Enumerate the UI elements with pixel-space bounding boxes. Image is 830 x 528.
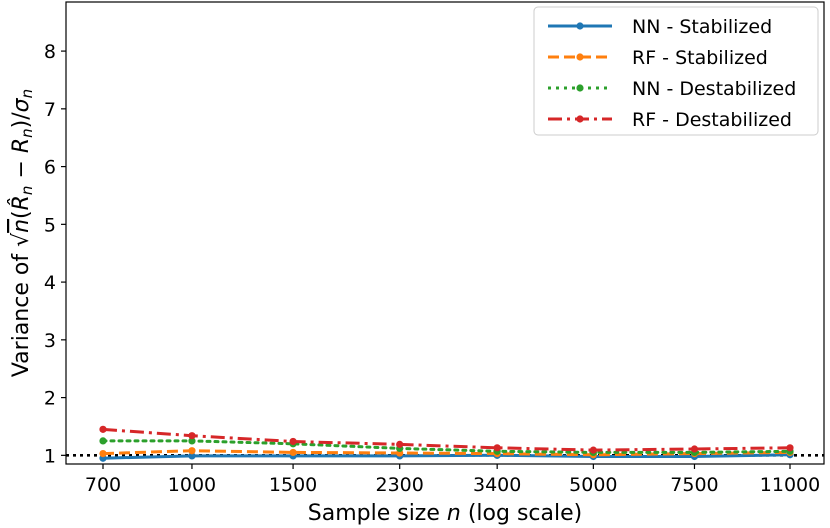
series-line	[102, 427, 791, 452]
legend-item: RF - Destabilized	[548, 109, 792, 131]
data-point	[289, 437, 297, 446]
legend-item: NN - Stabilized	[548, 16, 772, 38]
x-axis-label-suffix: (log scale)	[461, 501, 582, 526]
x-tick-label: 5000	[569, 474, 617, 496]
series-line	[101, 439, 792, 454]
legend: NN - Stabilized RF - Stabilized NN - Desta…	[533, 6, 819, 136]
legend-item: NN - Destabilized	[548, 78, 796, 100]
legend-label: NN - Destabilized	[632, 78, 796, 100]
y-axis: 1 2 3 4 5 6 7 8	[44, 41, 66, 467]
y-tick-label: 4	[44, 272, 56, 294]
legend-label: RF - Stabilized	[632, 47, 768, 69]
y-axis-label-sub1: n	[18, 186, 36, 196]
data-point	[396, 440, 404, 448]
y-axis-label-sigma: σ	[9, 97, 34, 112]
x-tick-label: 1000	[168, 474, 216, 496]
data-point	[188, 432, 196, 440]
y-tick-label: 8	[44, 41, 56, 63]
legend-marker	[576, 22, 584, 30]
data-point	[493, 444, 501, 452]
y-axis-label-n: n	[9, 219, 34, 233]
x-tick-label: 2300	[376, 474, 424, 496]
plot-frame	[65, 1, 825, 465]
plot-area	[65, 1, 825, 465]
y-tick-label: 7	[44, 99, 56, 121]
data-point	[99, 450, 107, 458]
legend-marker	[576, 115, 584, 123]
y-tick-label: 2	[44, 388, 56, 410]
x-axis: 700 1000 1500 2300 3400 5000 7500 11000	[85, 464, 820, 496]
y-axis-label: Variance of √n(R̂n − Rn)/σn	[8, 89, 36, 377]
y-axis-label-sub2: n	[18, 128, 36, 138]
y-axis-label-rhat: R̂	[8, 195, 34, 210]
series-layer	[99, 425, 794, 462]
series-line	[102, 453, 791, 460]
legend-label: RF - Destabilized	[632, 109, 792, 131]
data-point	[188, 437, 196, 445]
legend-marker	[576, 53, 584, 61]
data-point	[786, 444, 794, 452]
y-axis-label-paren: (	[9, 210, 34, 219]
x-axis-label-prefix: Sample size	[308, 501, 447, 526]
data-point	[188, 447, 196, 455]
x-tick-label: 700	[85, 474, 121, 496]
y-tick-label: 5	[44, 214, 56, 236]
y-tick-label: 1	[44, 445, 56, 467]
data-point	[589, 446, 597, 454]
legend-marker	[576, 84, 584, 92]
data-point	[99, 437, 107, 445]
x-axis-label: Sample size n (log scale)	[308, 501, 582, 526]
x-tick-label: 7500	[670, 474, 718, 496]
data-point	[188, 452, 196, 460]
legend-box	[533, 6, 819, 136]
x-tick-label: 11000	[760, 474, 820, 496]
y-axis-label-close: )/	[9, 112, 34, 129]
series-line	[102, 449, 791, 457]
y-tick-label: 3	[44, 330, 56, 352]
data-point	[99, 425, 107, 433]
x-tick-label: 3400	[473, 474, 521, 496]
x-tick-label: 1500	[269, 474, 317, 496]
y-axis-label-group: Variance of √n(R̂n − Rn)/σn	[8, 89, 36, 377]
y-axis-label-r: R	[9, 138, 34, 153]
legend-label: NN - Stabilized	[632, 16, 772, 38]
y-tick-label: 6	[44, 157, 56, 179]
x-axis-label-n: n	[447, 501, 461, 526]
y-axis-label-minus: −	[9, 153, 34, 185]
data-point	[690, 445, 699, 453]
legend-item: RF - Stabilized	[548, 47, 768, 69]
y-axis-label-prefix: Variance of √	[9, 232, 34, 377]
series-rf-destabilized	[99, 425, 794, 454]
y-axis-label-sub3: n	[18, 89, 36, 99]
data-point	[289, 448, 297, 457]
